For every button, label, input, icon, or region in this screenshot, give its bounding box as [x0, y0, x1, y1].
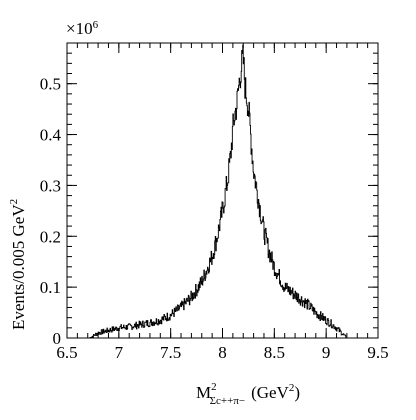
x-tick-label: 7 — [115, 343, 124, 362]
y-tick-label: 0.3 — [40, 176, 61, 195]
y-tick-label: 0.1 — [40, 278, 61, 297]
y-axis-ticks: 0 0.1 0.2 0.3 0.4 0.5 — [40, 42, 378, 348]
y-tick-label: 0.5 — [40, 75, 61, 94]
y-tick-label: 0.2 — [40, 227, 61, 246]
y-multiplier-label: ×106 — [66, 19, 99, 38]
x-tick-label: 7.5 — [160, 343, 181, 362]
x-axis-title: M2 Σc++π− (GeV2) — [196, 381, 300, 407]
x-tick-label: 6.5 — [56, 343, 77, 362]
x-tick-label: 8 — [218, 343, 227, 362]
x-tick-label: 9 — [322, 343, 331, 362]
y-tick-label: 0 — [53, 329, 62, 348]
plot-frame — [66, 42, 379, 339]
x-tick-label: 8.5 — [264, 343, 285, 362]
plot-border — [66, 42, 379, 339]
y-axis-title: Events/0.005 GeV2 — [8, 199, 28, 330]
y-tick-label: 0.4 — [40, 126, 62, 145]
x-axis-ticks: 6.5 7 7.5 8 8.5 9 9.5 — [56, 43, 389, 362]
series-layer — [89, 44, 347, 339]
x-tick-label: 9.5 — [367, 343, 388, 362]
histogram-series-line — [89, 44, 347, 339]
